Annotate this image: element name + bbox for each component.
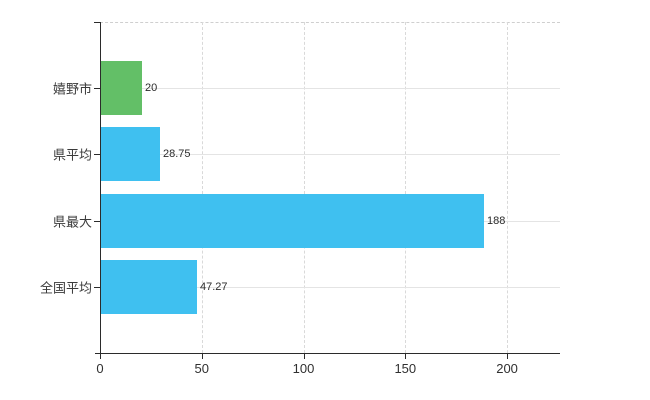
bar-value-label: 20 <box>145 82 158 95</box>
row-gridline <box>100 286 560 288</box>
bar[interactable] <box>101 259 197 314</box>
x-tick-label: 0 <box>96 361 104 376</box>
category-label: 嬉野市 <box>52 81 92 97</box>
bar-value-label: 47.27 <box>200 280 228 293</box>
x-axis-tick <box>507 353 509 359</box>
v-gridline <box>201 22 203 353</box>
row-gridline <box>100 154 560 156</box>
category-label: 全国平均 <box>39 280 92 296</box>
v-gridline <box>507 22 509 353</box>
v-gridline <box>405 22 407 353</box>
x-axis-tick <box>405 353 407 359</box>
x-tick-label: 200 <box>496 361 518 376</box>
plot-top-border <box>100 22 560 23</box>
x-tick-label: 150 <box>394 361 417 376</box>
category-label: 県最大 <box>52 214 92 230</box>
bar[interactable] <box>101 61 142 116</box>
row-gridline <box>100 88 560 90</box>
y-axis-tick <box>94 154 100 156</box>
y-axis-line <box>100 22 101 354</box>
v-gridline <box>303 22 305 353</box>
bar-value-label: 28.75 <box>163 148 191 161</box>
x-axis-tick <box>303 353 305 359</box>
x-axis-tick <box>100 353 101 359</box>
y-axis-tick <box>94 220 100 222</box>
y-axis-tick <box>94 88 100 90</box>
x-tick-label: 100 <box>292 361 315 376</box>
x-axis-line <box>95 353 560 354</box>
x-tick-label: 50 <box>194 361 209 376</box>
bar[interactable] <box>101 193 484 248</box>
x-axis-tick <box>201 353 203 359</box>
category-label: 県平均 <box>52 147 92 163</box>
y-axis-top-tick <box>94 22 100 23</box>
y-axis-tick <box>94 286 100 288</box>
bar-value-label: 188 <box>487 214 506 227</box>
bar[interactable] <box>101 127 160 182</box>
